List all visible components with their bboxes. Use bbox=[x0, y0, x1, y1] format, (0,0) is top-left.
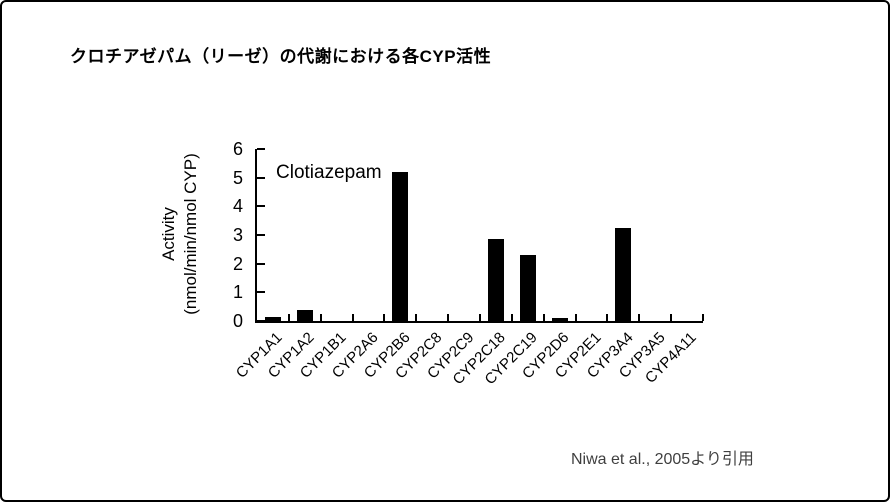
y-axis-title-line1: Activity bbox=[159, 207, 178, 261]
x-tick bbox=[287, 314, 290, 321]
y-axis-title-line2: (nmol/min/nmol CYP) bbox=[181, 153, 200, 315]
x-tick bbox=[670, 314, 673, 321]
y-tick-label: 3 bbox=[232, 225, 243, 245]
y-tick-label: 2 bbox=[232, 253, 243, 274]
x-tick bbox=[351, 314, 354, 321]
y-tick bbox=[257, 148, 265, 150]
y-tick-label: 1 bbox=[232, 282, 243, 303]
y-tick-label: 6 bbox=[232, 139, 243, 159]
x-tick bbox=[383, 314, 386, 321]
y-tick bbox=[257, 291, 265, 294]
bar-CYP1A1 bbox=[264, 316, 281, 321]
x-tick bbox=[479, 314, 481, 321]
x-tick bbox=[447, 314, 450, 321]
y-axis-title: Activity (nmol/min/nmol CYP) bbox=[158, 153, 202, 315]
series-annotation: Clotiazepam bbox=[276, 162, 382, 183]
x-tick bbox=[415, 314, 418, 321]
bar-CYP2B6 bbox=[392, 171, 409, 321]
y-tick-label: 4 bbox=[232, 196, 243, 217]
bar-CYP1A2 bbox=[296, 309, 313, 321]
x-tick bbox=[606, 314, 609, 321]
y-tick bbox=[257, 176, 265, 179]
y-tick bbox=[257, 234, 265, 236]
y-tick bbox=[257, 262, 265, 265]
x-tick bbox=[638, 314, 641, 321]
y-tick-label: 5 bbox=[232, 167, 243, 188]
bar-CYP3A4 bbox=[615, 227, 632, 321]
plot-area bbox=[255, 148, 704, 323]
x-tick bbox=[574, 314, 577, 321]
bar-CYP2D6 bbox=[551, 318, 568, 321]
bar-CYP2C19 bbox=[519, 255, 536, 321]
x-tick bbox=[319, 314, 322, 321]
y-tick-label: 0 bbox=[232, 311, 243, 331]
y-tick bbox=[257, 320, 265, 322]
citation-text: Niwa et al., 2005より引用 bbox=[571, 451, 754, 468]
x-tick bbox=[510, 314, 513, 321]
x-tick bbox=[702, 314, 704, 321]
y-tick bbox=[257, 205, 265, 208]
x-tick bbox=[542, 314, 545, 321]
slide-title: クロチアゼパム（リーゼ）の代謝における各CYP活性 bbox=[70, 47, 492, 66]
bar-CYP2C18 bbox=[487, 239, 504, 321]
